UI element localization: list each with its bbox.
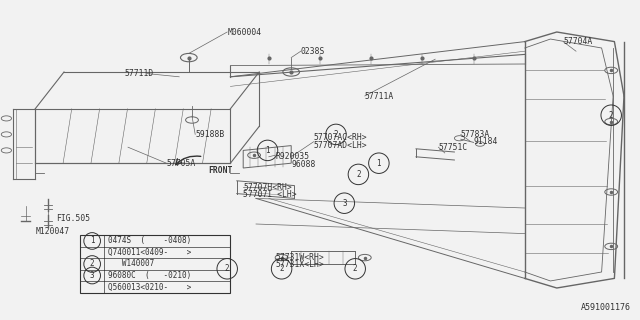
Text: 59188B: 59188B (195, 130, 225, 139)
Text: 2: 2 (333, 130, 339, 139)
Text: FIG.505: FIG.505 (56, 214, 90, 223)
Text: 57704A: 57704A (563, 37, 593, 46)
Text: 1: 1 (90, 236, 95, 245)
Text: 0474S  (    -0408): 0474S ( -0408) (108, 236, 191, 245)
Text: M060004: M060004 (227, 28, 261, 36)
Text: 57707AD<LH>: 57707AD<LH> (314, 141, 367, 150)
Text: 1: 1 (376, 159, 381, 168)
Text: 57731X<LH>: 57731X<LH> (275, 260, 324, 269)
Text: 3: 3 (90, 271, 95, 280)
Text: Q560013<0210-    >: Q560013<0210- > (108, 283, 191, 292)
Text: 96088: 96088 (291, 160, 316, 169)
Text: 2: 2 (225, 264, 230, 273)
Text: 57705A: 57705A (166, 159, 196, 168)
Text: 57707I <LH>: 57707I <LH> (243, 190, 297, 199)
Text: FRONT: FRONT (208, 166, 232, 175)
Text: 57707H<RH>: 57707H<RH> (243, 183, 292, 192)
Text: 57731W<RH>: 57731W<RH> (275, 253, 324, 262)
Text: 57711A: 57711A (365, 92, 394, 100)
Text: 57711D: 57711D (125, 69, 154, 78)
Text: 2: 2 (356, 170, 361, 179)
Text: 0238S: 0238S (301, 47, 325, 56)
Text: 2: 2 (90, 260, 95, 268)
Text: 2: 2 (279, 264, 284, 273)
Text: A591001176: A591001176 (580, 303, 630, 312)
Text: 57707AC<RH>: 57707AC<RH> (314, 133, 367, 142)
Text: 3: 3 (342, 199, 347, 208)
Text: 57783A: 57783A (461, 130, 490, 139)
Text: 91184: 91184 (474, 137, 498, 146)
Text: Q740011<0409-    >: Q740011<0409- > (108, 248, 191, 257)
Text: 57751C: 57751C (438, 143, 468, 152)
Text: 2: 2 (353, 264, 358, 273)
Text: 1: 1 (265, 146, 270, 155)
Text: W140007: W140007 (108, 260, 154, 268)
Text: R920035: R920035 (275, 152, 309, 161)
Text: M120047: M120047 (35, 227, 69, 236)
Text: 96080C  (   -0210): 96080C ( -0210) (108, 271, 191, 280)
Text: 2: 2 (609, 111, 614, 120)
